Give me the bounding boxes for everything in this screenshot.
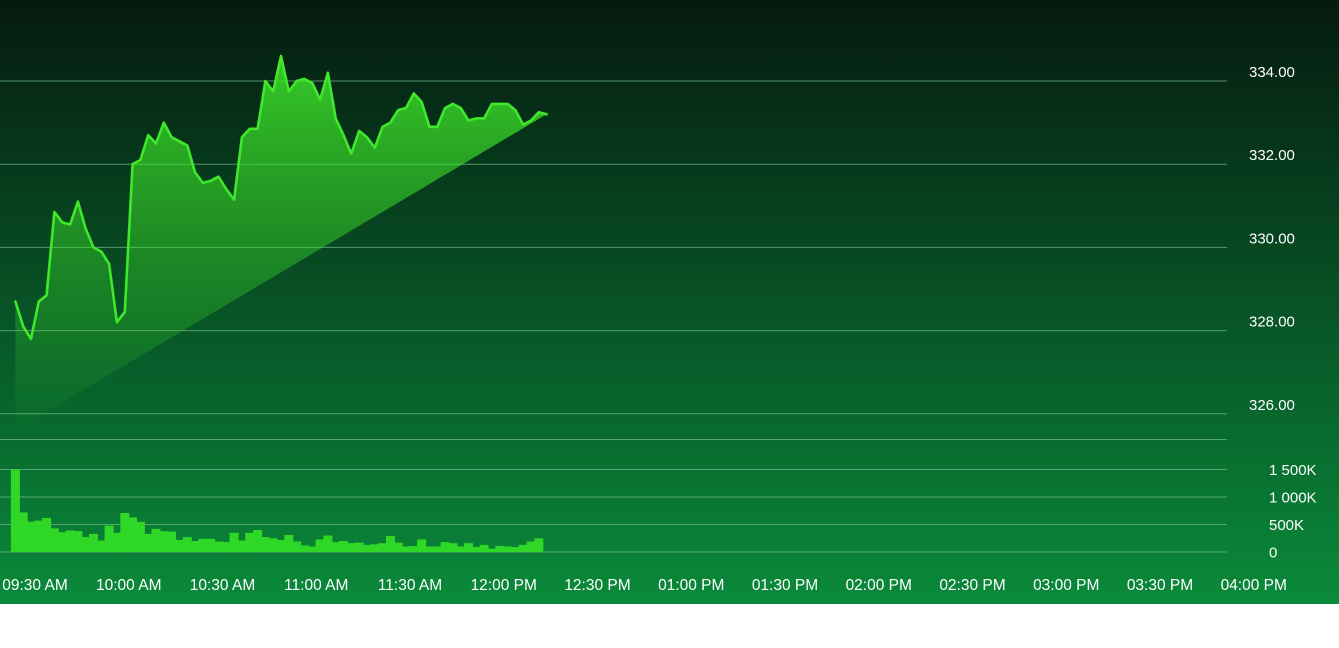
volume-bar — [362, 544, 372, 552]
time-tick-label: 03:00 PM — [1033, 577, 1099, 594]
volume-bar — [518, 544, 528, 552]
volume-bar — [417, 539, 427, 552]
volume-tick-label: 500K — [1269, 517, 1304, 534]
volume-tick-label: 1 500K — [1269, 462, 1317, 479]
volume-bar — [378, 543, 388, 552]
volume-bar — [464, 543, 473, 552]
volume-tick-label: 0 — [1269, 545, 1277, 562]
volume-bar — [260, 537, 270, 552]
volume-bar — [471, 547, 481, 552]
stock-chart: 334.00 332.00 330.00 328.00 326.00 1 500K 1 00… — [0, 0, 1339, 604]
volume-bars — [10, 469, 544, 553]
volume-bar — [89, 533, 98, 552]
volume-bar — [151, 528, 161, 552]
volume-bar — [49, 528, 59, 552]
stock-chart-svg: 334.00 332.00 330.00 328.00 326.00 1 500K 1 00… — [0, 0, 1339, 604]
volume-bar — [104, 525, 114, 552]
price-tick-label: 332.00 — [1249, 147, 1295, 164]
volume-bar — [221, 542, 231, 552]
volume-bar — [42, 517, 52, 552]
volume-bar — [253, 530, 263, 552]
volume-bar — [190, 541, 200, 552]
time-tick-label: 10:30 AM — [190, 577, 256, 594]
price-tick-label: 326.00 — [1249, 397, 1295, 414]
volume-bar — [440, 542, 450, 552]
volume-bar — [128, 517, 138, 552]
volume-bar — [424, 546, 434, 552]
time-tick-label: 03:30 PM — [1127, 577, 1193, 594]
volume-bar — [10, 469, 20, 552]
volume-bar — [167, 531, 177, 552]
time-tick-label: 01:30 PM — [752, 577, 818, 594]
volume-bar — [18, 512, 28, 552]
volume-bar — [284, 535, 294, 552]
volume-bar — [268, 538, 278, 553]
volume-bar — [503, 546, 513, 552]
volume-bar — [120, 513, 130, 552]
time-tick-label: 12:00 PM — [471, 577, 537, 594]
volume-bar — [245, 532, 255, 553]
time-tick-label: 11:30 AM — [378, 577, 442, 594]
volume-bar — [339, 541, 348, 552]
volume-bar — [292, 541, 302, 552]
volume-bar — [214, 541, 223, 552]
volume-bar — [432, 546, 442, 552]
volume-bar — [229, 532, 239, 553]
volume-bar — [237, 540, 247, 552]
price-line — [14, 54, 548, 341]
volume-bar — [34, 520, 44, 552]
volume-bar — [315, 539, 325, 552]
volume-bar — [385, 536, 395, 552]
volume-bar — [456, 546, 466, 552]
volume-bar — [448, 543, 458, 552]
volume-bar — [57, 532, 67, 552]
price-tick-label: 334.00 — [1249, 64, 1295, 81]
volume-bar — [174, 539, 184, 552]
volume-bar — [510, 547, 520, 552]
volume-bar — [495, 546, 505, 552]
volume-bar — [198, 538, 208, 552]
time-tick-label: 11:00 AM — [284, 577, 348, 594]
volume-bar — [81, 537, 91, 552]
volume-bar — [323, 535, 333, 552]
volume-bar — [206, 538, 216, 552]
x-axis-labels: 09:30 AM 10:00 AM 10:30 AM 11:00 AM 11:30 AM… — [2, 577, 1287, 594]
volume-bar — [393, 542, 403, 552]
volume-bar — [26, 521, 36, 553]
time-tick-label: 01:00 PM — [658, 577, 724, 594]
volume-bar — [331, 542, 341, 552]
time-tick-label: 02:30 PM — [939, 577, 1005, 594]
volume-bar — [307, 546, 317, 552]
volume-bar — [401, 546, 411, 552]
volume-bar — [299, 545, 309, 552]
time-tick-label: 12:30 PM — [564, 577, 630, 594]
volume-bar — [526, 541, 536, 552]
volume-bar — [135, 521, 145, 553]
volume-bar — [182, 537, 192, 552]
volume-bar — [479, 544, 489, 552]
volume-bar — [65, 530, 75, 552]
volume-bar — [96, 540, 106, 552]
volume-tick-label: 1 000K — [1269, 490, 1317, 507]
volume-bar — [354, 542, 364, 552]
volume-bar — [143, 533, 153, 552]
volume-bar — [276, 539, 286, 552]
price-tick-label: 328.00 — [1249, 314, 1295, 331]
price-area — [14, 54, 548, 431]
volume-bar — [409, 546, 419, 552]
volume-bar — [370, 544, 380, 552]
price-area-fill — [15, 56, 547, 431]
volume-bar — [534, 538, 544, 553]
time-tick-label: 02:00 PM — [846, 577, 912, 594]
time-tick-label: 09:30 AM — [2, 577, 68, 594]
volume-bar — [487, 548, 497, 552]
volume-bar — [112, 532, 122, 553]
volume-bar — [346, 543, 356, 552]
price-tick-label: 330.00 — [1249, 230, 1295, 247]
time-tick-label: 04:00 PM — [1221, 577, 1287, 594]
y-axis-labels: 334.00 332.00 330.00 328.00 326.00 1 500K 1 00… — [1249, 64, 1317, 562]
time-tick-label: 10:00 AM — [96, 577, 162, 594]
volume-bar — [159, 531, 169, 552]
volume-bar — [73, 531, 83, 552]
